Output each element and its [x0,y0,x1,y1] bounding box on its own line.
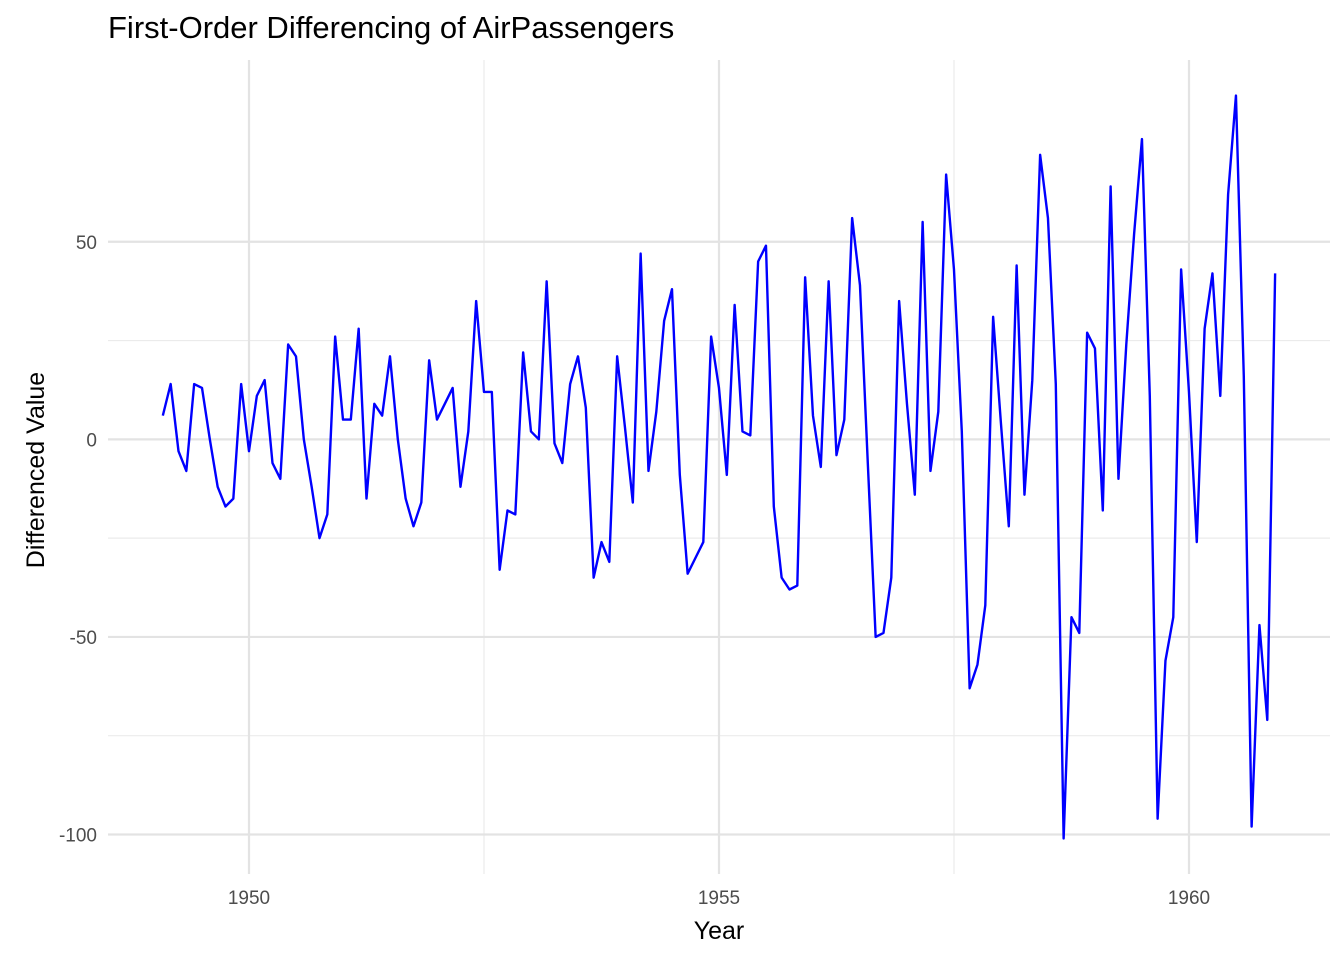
y-axis-title: Differenced Value [22,372,50,568]
y-tick-label: -100 [59,825,97,846]
grid [108,60,1330,874]
x-tick-label: 1960 [1168,888,1210,909]
x-tick-label: 1950 [228,888,270,909]
y-tick-labels: -100 -50 0 50 [59,233,97,847]
y-tick-label: 50 [76,233,97,254]
x-tick-label: 1955 [698,888,740,909]
y-tick-label: 0 [86,430,97,451]
x-tick-labels: 1950 1955 1960 [228,888,1210,909]
chart-title: First-Order Differencing of AirPassenger… [108,10,675,45]
x-axis-title: Year [694,917,745,945]
series-group [161,94,1277,840]
y-tick-label: -50 [70,628,97,649]
series-line [161,94,1277,840]
